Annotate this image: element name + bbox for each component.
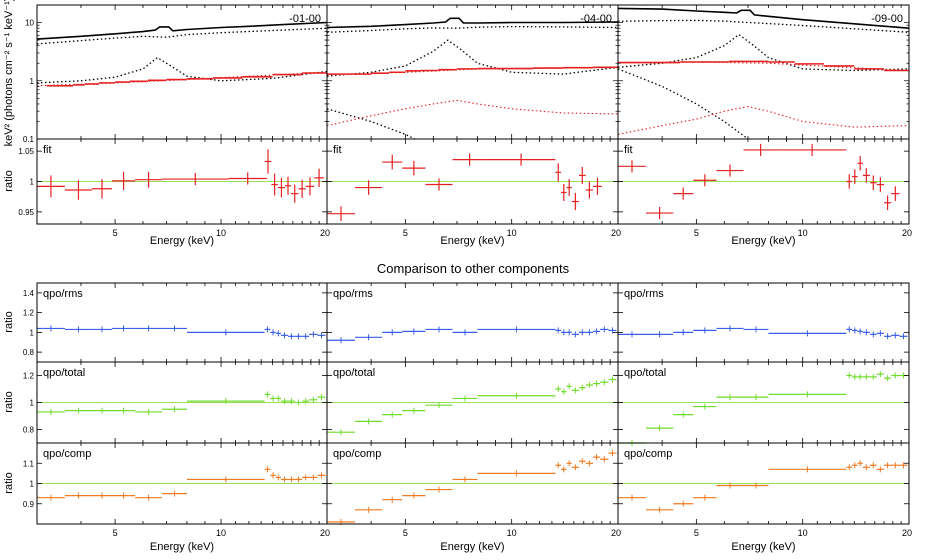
- x-axis-label: Energy (keV): [150, 235, 214, 247]
- qpo-model-line: [37, 56, 327, 84]
- x-tick-label: 5: [694, 528, 699, 538]
- total-panel: qpo/total: [617, 361, 910, 446]
- x-tick-label: 10: [216, 528, 226, 538]
- y-tick-label: 1: [30, 77, 35, 86]
- continuum-low-line: [327, 108, 417, 139]
- y-tick-label: 1.05: [18, 147, 34, 156]
- spectrum-panel: -04-00: [326, 4, 619, 140]
- x-axis-label: Energy (keV): [150, 541, 214, 553]
- fit-panel: 5 10 20 fit: [326, 138, 621, 238]
- x-tick-label: 20: [611, 228, 621, 238]
- x-tick-label: 5: [694, 228, 699, 238]
- fit-label: fit: [624, 144, 633, 156]
- rms-label: qpo/rms: [333, 288, 373, 300]
- x-tick-label: 20: [320, 228, 330, 238]
- y-tick-label: 0.9: [23, 500, 35, 509]
- fit-label: fit: [43, 144, 52, 156]
- y-tick-label: 1.4: [23, 289, 35, 298]
- obs-label: -09-00: [871, 13, 903, 25]
- rms-y-label: ratio: [3, 311, 15, 332]
- y-tick-label: 1.2: [23, 372, 35, 381]
- total-label: qpo/total: [43, 367, 85, 379]
- comp-panel: 5 10 20 qpo/comp: [326, 442, 621, 538]
- comp-label: qpo/comp: [624, 448, 672, 460]
- obs-label: -04-00: [580, 13, 612, 25]
- y-tick-label: 0.8: [23, 426, 35, 435]
- comp-label: qpo/comp: [333, 448, 381, 460]
- x-axis-label: Energy (keV): [731, 541, 795, 553]
- x-tick-label: 20: [902, 228, 912, 238]
- continuum-low-line: [618, 68, 750, 139]
- x-axis-label: Energy (keV): [440, 541, 504, 553]
- spectrum-curves: [327, 17, 618, 139]
- total-label: qpo/total: [624, 367, 666, 379]
- x-tick-label: 5: [113, 228, 118, 238]
- comp-label: qpo/comp: [43, 448, 91, 460]
- rms-panel: qpo/rms: [326, 282, 619, 363]
- total-label: qpo/total: [333, 367, 375, 379]
- spectrum-curves: [618, 7, 909, 139]
- rms-panel: qpo/rms: [617, 282, 910, 363]
- rms-label: qpo/rms: [624, 288, 664, 300]
- data-low-line: [327, 99, 618, 127]
- y-tick-label: 0.95: [18, 208, 34, 217]
- rms-panel: 0.8 1 1.2 1.4 qpo/rms: [23, 282, 328, 363]
- total-model-line: [618, 7, 909, 29]
- x-tick-label: 10: [507, 228, 517, 238]
- continuum-model-line: [618, 19, 909, 33]
- spectrum-curves: [37, 21, 327, 87]
- qpo-model-line: [618, 33, 909, 72]
- x-tick-label: 5: [403, 528, 408, 538]
- rms-label: qpo/rms: [43, 288, 83, 300]
- y-tick-label: 1: [30, 480, 35, 489]
- total-model-line: [327, 17, 618, 29]
- x-tick-label: 5: [113, 528, 118, 538]
- x-tick-label: 20: [611, 528, 621, 538]
- x-tick-label: 10: [216, 228, 226, 238]
- fit-y-label: ratio: [3, 170, 15, 191]
- fit-label: fit: [333, 144, 342, 156]
- x-tick-label: 10: [798, 228, 808, 238]
- spectrum-y-label: keV² (photons cm⁻² s⁻¹ keV⁻¹): [3, 0, 15, 146]
- x-axis-label: Energy (keV): [440, 235, 504, 247]
- continuum-model-line: [327, 25, 618, 33]
- qpo-model-line: [327, 39, 618, 77]
- x-tick-label: 10: [798, 528, 808, 538]
- total-y-label: ratio: [3, 391, 15, 412]
- total-model-line: [37, 21, 327, 40]
- x-tick-label: 20: [902, 528, 912, 538]
- y-tick-label: 1.1: [23, 459, 35, 468]
- spectrum-panel: -09-00: [617, 4, 910, 140]
- y-tick-label: 1.2: [23, 309, 35, 318]
- y-tick-label: 10: [25, 19, 34, 28]
- y-tick-label: 1: [30, 178, 35, 187]
- x-tick-label: 10: [507, 528, 517, 538]
- fit-panel: 5 10 20 fit: [617, 138, 912, 238]
- obs-label: -01-00: [289, 13, 321, 25]
- y-tick-label: 1: [30, 399, 35, 408]
- data-low-line: [618, 106, 909, 135]
- y-tick-label: 0.1: [23, 135, 35, 144]
- section-title: Comparison to other components: [377, 261, 570, 276]
- total-panel: qpo/total: [326, 361, 619, 444]
- x-tick-label: 5: [403, 228, 408, 238]
- total-panel: 0.8 1 1.2 qpo/total: [23, 361, 328, 444]
- y-tick-label: 0.8: [23, 348, 35, 357]
- y-tick-label: 1: [30, 328, 35, 337]
- x-tick-label: 20: [320, 528, 330, 538]
- x-axis-label: Energy (keV): [731, 235, 795, 247]
- comp-panel: 5 10 20 qpo/comp: [617, 442, 912, 538]
- comparison-block: ratio ratio ratio 0.8 1 1.2 1.4 qpo/rms 0.8 1 1.2 q…: [3, 282, 912, 553]
- spectrum-panel: 0.1 1 10 -01-00: [23, 4, 328, 144]
- comp-y-label: ratio: [3, 472, 15, 493]
- spectral-fit-block: keV² (photons cm⁻² s⁻¹ keV⁻¹)ratio0.1110…: [3, 0, 912, 247]
- fit-panel: 0.95 1 1.05 5 10 20 fit: [18, 138, 330, 238]
- comp-panel: 0.9 1 1.1 5 10 20 qpo/comp: [23, 442, 330, 538]
- spectrum-frame: [326, 4, 619, 140]
